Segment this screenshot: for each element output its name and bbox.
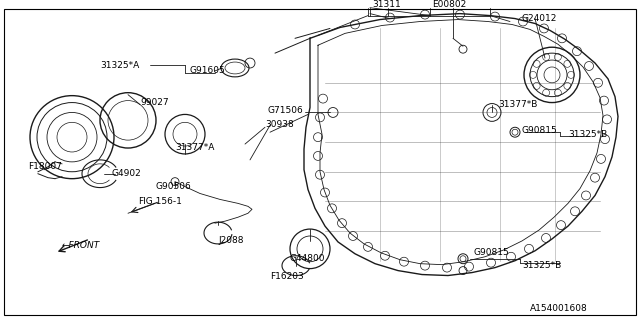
Text: G90506: G90506 [155,182,191,191]
Text: G90815: G90815 [522,126,557,135]
Text: F18007: F18007 [28,162,62,171]
Text: G90815: G90815 [474,248,509,257]
Text: 31325*B: 31325*B [522,261,561,270]
Text: 31325*B: 31325*B [568,130,607,139]
Text: G4902: G4902 [112,169,141,178]
Text: 31377*B: 31377*B [498,100,538,109]
Text: 30938: 30938 [265,120,294,129]
Text: G24012: G24012 [522,14,557,23]
Text: ←FRONT: ←FRONT [62,241,100,250]
Text: F16203: F16203 [270,272,304,281]
Text: 31377*A: 31377*A [175,142,214,152]
Text: G44800: G44800 [290,254,326,263]
Text: 31325*A: 31325*A [100,60,140,69]
Text: A154001608: A154001608 [530,304,588,313]
Text: 99027: 99027 [140,98,168,107]
Text: J2088: J2088 [218,236,243,245]
Text: G71506: G71506 [268,106,304,115]
Text: E00802: E00802 [432,0,467,9]
Text: 31311: 31311 [372,0,401,9]
Text: G91605: G91605 [190,67,226,76]
Text: FIG.156-1: FIG.156-1 [138,197,182,206]
